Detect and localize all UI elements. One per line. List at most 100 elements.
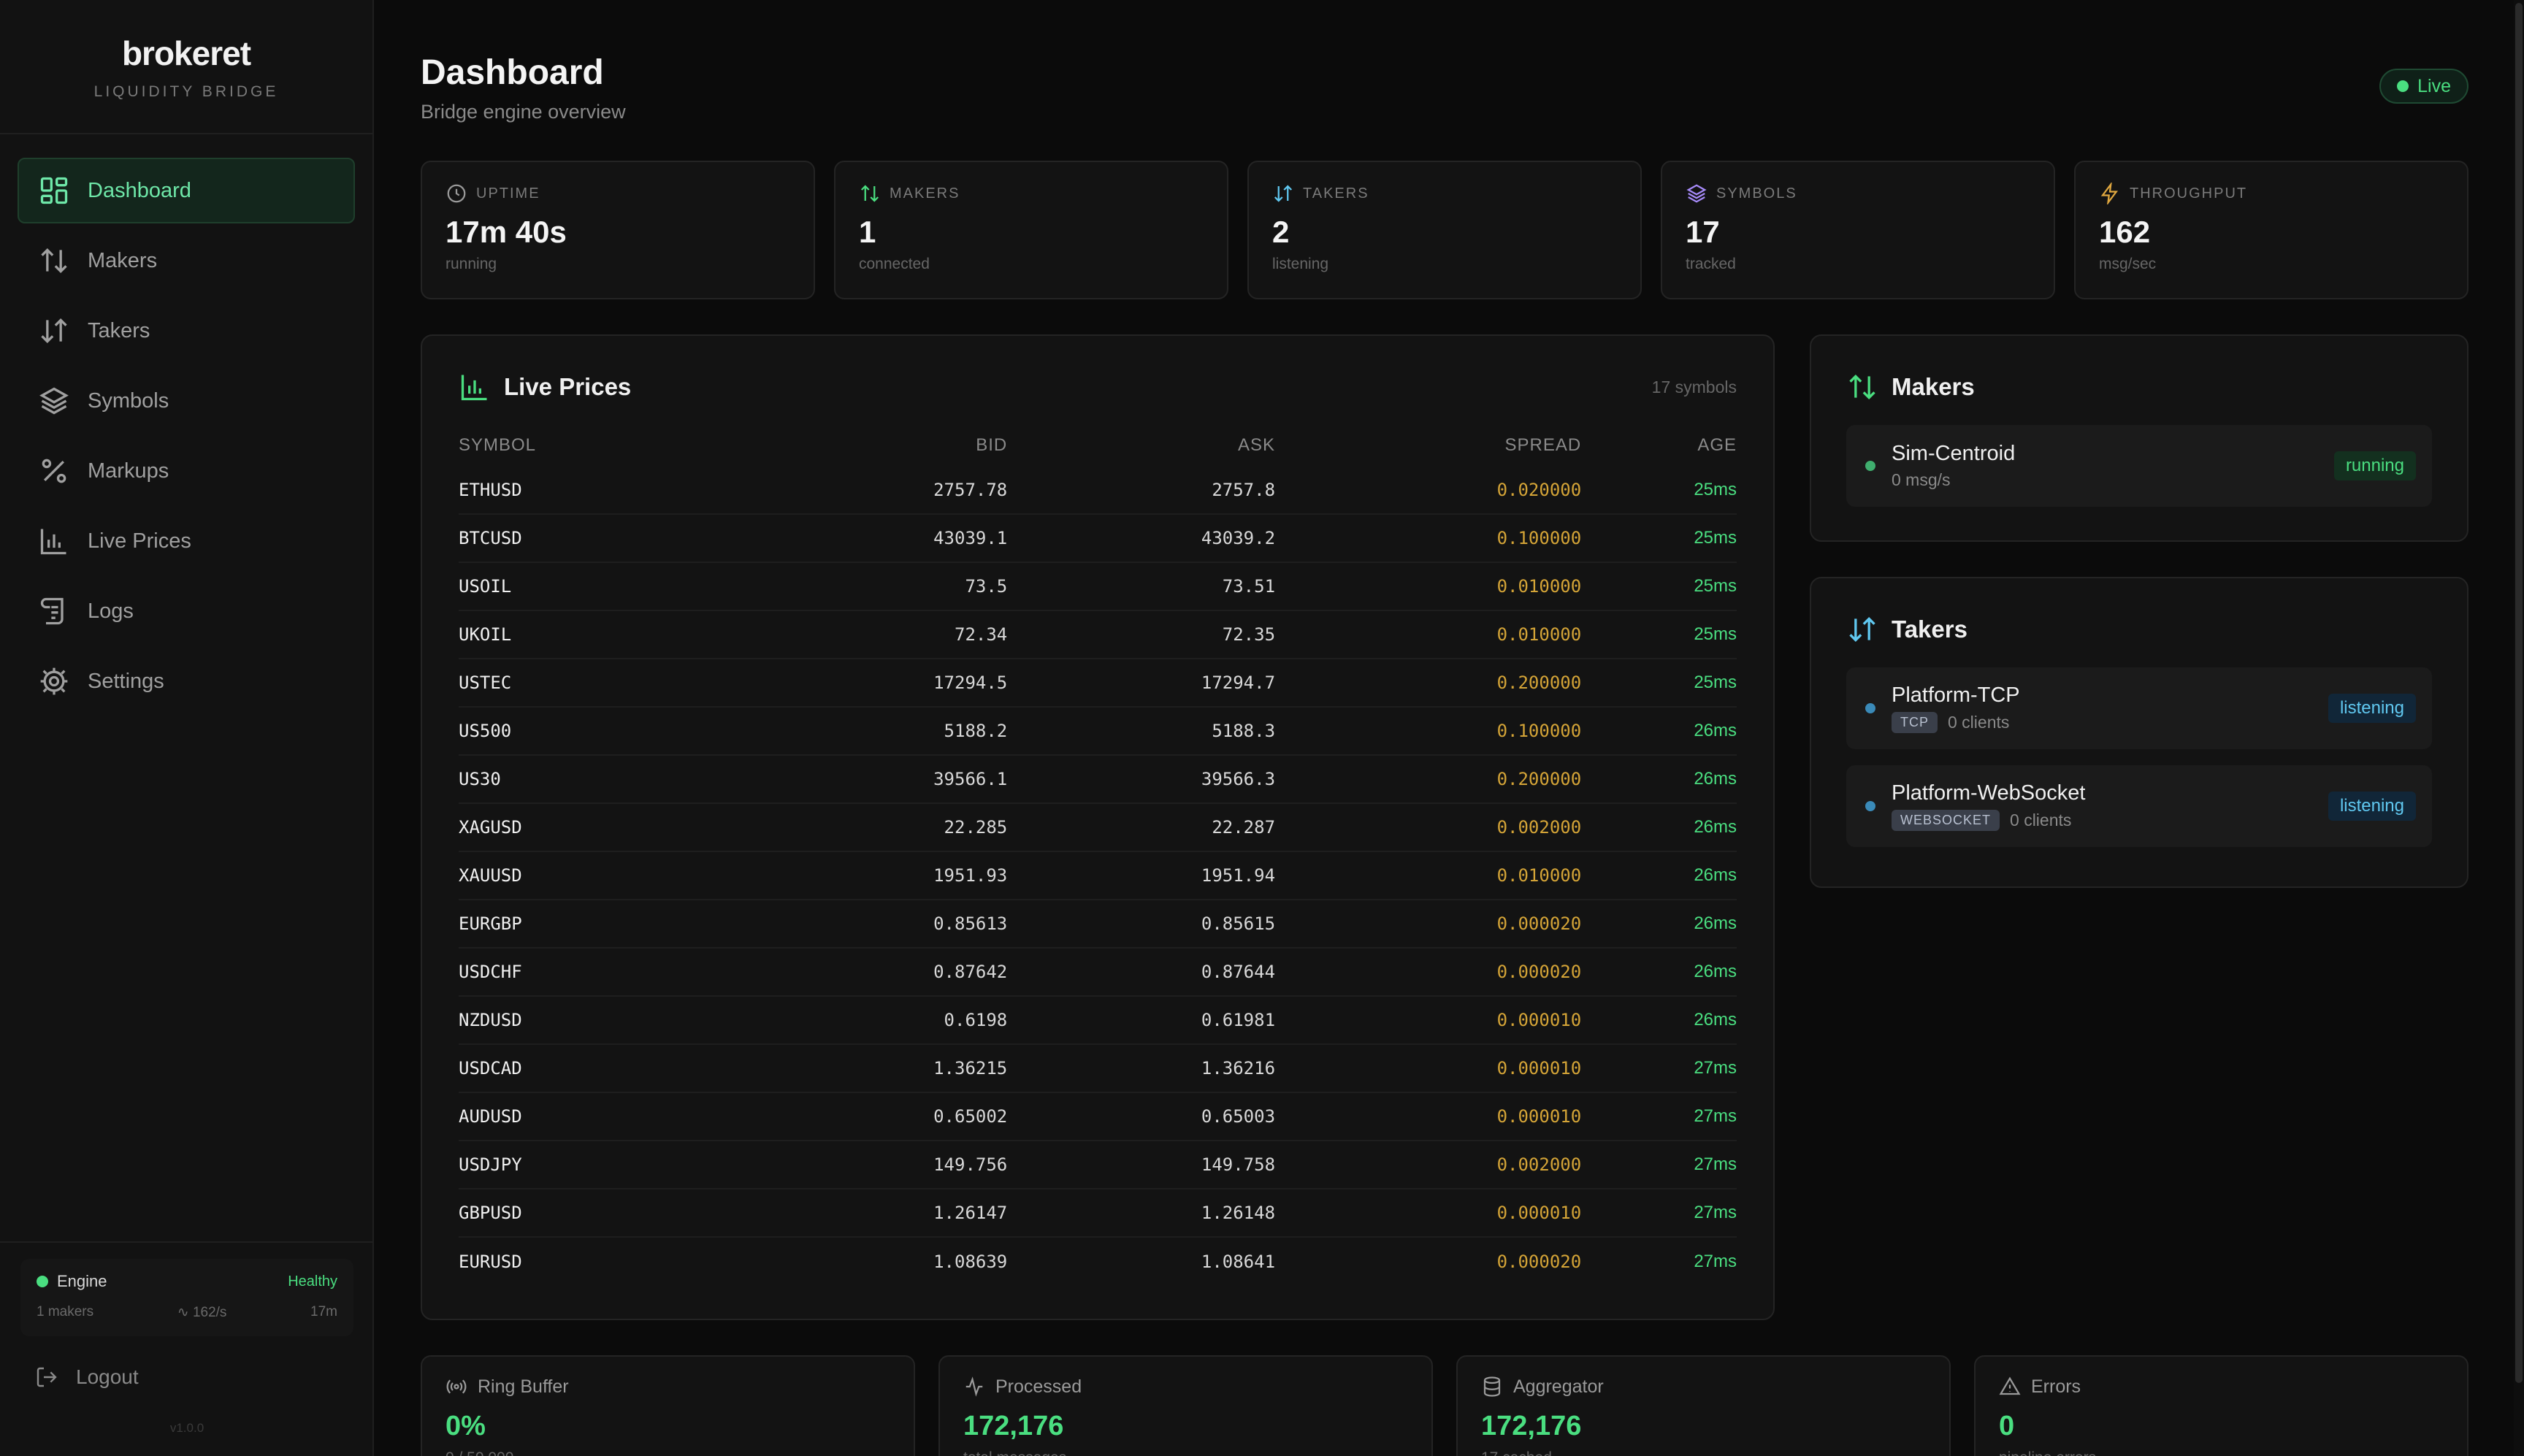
table-row[interactable]: EURGBP 0.85613 0.85615 0.000020 26ms (459, 899, 1737, 948)
cell-ask: 2757.8 (1212, 479, 1276, 500)
stat-label: SYMBOLS (1716, 185, 1797, 202)
brand-subtitle: LIQUIDITY BRIDGE (93, 83, 279, 100)
table-row[interactable]: USOIL 73.5 73.51 0.010000 25ms (459, 562, 1737, 610)
stat-value: 162 (2099, 215, 2151, 249)
arrows-up-down-icon (41, 248, 67, 274)
cell-age: 27ms (1581, 1188, 1737, 1237)
live-label: Live (2417, 75, 2451, 96)
table-row[interactable]: USDCHF 0.87642 0.87644 0.000020 26ms (459, 947, 1737, 996)
cell-symbol: USDCHF (459, 947, 740, 996)
stat-note: tracked (1686, 256, 1736, 272)
column-header-spread[interactable]: SPREAD (1504, 435, 1582, 455)
column-header-age[interactable]: AGE (1697, 435, 1737, 455)
sidebar-item-label: Makers (88, 248, 158, 272)
table-row[interactable]: XAGUSD 22.285 22.287 0.002000 26ms (459, 802, 1737, 851)
cell-spread: 0.000020 (1275, 947, 1582, 996)
engine-makers-count: 1 makers (37, 1304, 94, 1319)
sidebar-item-symbols[interactable]: Symbols (18, 368, 355, 434)
engine-rate: ∿ 162/s (177, 1305, 227, 1320)
metric-value: 0 (1999, 1411, 2015, 1441)
column-header-ask[interactable]: ASK (1238, 435, 1276, 455)
cell-symbol: XAGUSD (459, 802, 740, 851)
takers-title: Takers (1892, 616, 1967, 643)
arrows-up-down-icon (860, 185, 879, 202)
stat-card-takers: TAKERS 2 listening (1247, 161, 1642, 299)
brand-logo[interactable]: brokeret (121, 34, 251, 72)
sidebar-item-takers[interactable]: Takers (18, 298, 355, 364)
sidebar-item-label: Takers (88, 318, 150, 342)
stat-value: 17 (1686, 215, 1720, 249)
cell-symbol: USDCAD (459, 1043, 740, 1092)
taker-clients: 0 clients (2010, 811, 2072, 829)
cell-spread: 0.000010 (1275, 1188, 1582, 1237)
table-row[interactable]: US500 5188.2 5188.3 0.100000 26ms (459, 706, 1737, 755)
stat-card-uptime: UPTIME 17m 40s running (421, 161, 815, 299)
page-scrollbar[interactable] (2514, 0, 2524, 1456)
sidebar-item-makers[interactable]: Makers (18, 228, 355, 294)
cell-ask: 149.758 (1007, 1140, 1276, 1189)
stat-card-symbols: SYMBOLS 17 tracked (1661, 161, 2055, 299)
taker-item[interactable]: Platform-TCP TCP 0 clients listening (1846, 667, 2432, 749)
sidebar-item-label: Logs (88, 599, 134, 623)
cell-bid: 149.756 (739, 1140, 1008, 1189)
cell-age: 26ms (1581, 995, 1737, 1044)
cell-bid: 72.34 (739, 610, 1008, 659)
database-icon (1483, 1376, 1501, 1397)
metric-value: 172,176 (963, 1411, 1064, 1441)
table-row[interactable]: USTEC 17294.5 17294.7 0.200000 25ms (459, 658, 1737, 707)
stat-note: listening (1272, 256, 1329, 272)
table-row[interactable]: GBPUSD 1.26147 1.26148 0.000010 27ms (459, 1188, 1737, 1237)
engine-status-dot (37, 1276, 48, 1287)
percent-icon (42, 459, 66, 483)
column-header-symbol[interactable]: SYMBOL (459, 435, 537, 455)
table-row[interactable]: XAUUSD 1951.93 1951.94 0.010000 26ms (459, 851, 1737, 900)
cell-age: 25ms (1581, 610, 1737, 659)
taker-status-dot (1865, 703, 1875, 713)
table-row[interactable]: USDCAD 1.36215 1.36216 0.000010 27ms (459, 1043, 1737, 1092)
brand: brokeret LIQUIDITY BRIDGE (0, 0, 372, 134)
cell-symbol: US30 (459, 754, 740, 803)
table-row[interactable]: UKOIL 72.34 72.35 0.010000 25ms (459, 610, 1737, 659)
logout-button[interactable]: Logout (35, 1365, 139, 1389)
metric-note: 17 cached (1481, 1449, 1926, 1456)
cell-bid: 73.5 (739, 562, 1008, 610)
engine-status-card: Engine Healthy 1 makers ∿ 162/s 17m (20, 1259, 353, 1336)
layers-icon (39, 387, 69, 415)
metric-label: Processed (995, 1376, 1082, 1397)
cell-spread: 0.000010 (1275, 1092, 1582, 1141)
taker-item[interactable]: Platform-WebSocket WEBSOCKET 0 clients l… (1846, 765, 2432, 847)
takers-panel: Takers Platform-TCP TCP 0 clients listen… (1810, 577, 2468, 888)
cell-spread: 0.100000 (1275, 706, 1582, 755)
taker-clients: 0 clients (1948, 713, 2010, 732)
cell-spread: 0.000010 (1275, 995, 1582, 1044)
table-row[interactable]: BTCUSD 43039.1 43039.2 0.100000 25ms (459, 513, 1737, 562)
cell-ask: 0.85615 (1007, 899, 1276, 948)
cell-age: 26ms (1581, 947, 1737, 996)
table-row[interactable]: NZDUSD 0.6198 0.61981 0.000010 26ms (459, 995, 1737, 1044)
sidebar-item-dashboard[interactable]: Dashboard (18, 158, 355, 223)
sidebar-item-markups[interactable]: Markups (18, 438, 355, 504)
makers-title: Makers (1892, 373, 1975, 400)
sidebar-item-live-prices[interactable]: Live Prices (18, 508, 355, 574)
scrollbar-thumb[interactable] (2515, 3, 2523, 1383)
sidebar-item-logs[interactable]: Logs (18, 578, 355, 644)
table-row[interactable]: AUDUSD 0.65002 0.65003 0.000010 27ms (459, 1092, 1737, 1141)
stat-value: 2 (1272, 215, 1290, 249)
cell-ask: 1951.94 (1007, 851, 1276, 900)
stat-note: running (445, 256, 497, 272)
table-row[interactable]: USDJPY 149.756 149.758 0.002000 27ms (459, 1140, 1737, 1189)
table-row[interactable]: ETHUSD 2757.78 2757.8 0.020000 25ms (459, 466, 1737, 514)
taker-name: Platform-TCP (1892, 683, 2020, 707)
taker-name: Platform-WebSocket (1892, 781, 2086, 805)
cell-ask: 73.51 (1007, 562, 1276, 610)
metric-note: 0 / 50,000 (445, 1449, 890, 1456)
cell-bid: 39566.1 (739, 754, 1008, 803)
column-header-bid[interactable]: BID (976, 435, 1008, 455)
sidebar-item-settings[interactable]: Settings (18, 648, 355, 714)
maker-item[interactable]: Sim-Centroid 0 msg/s running (1846, 425, 2432, 507)
layers-icon (1686, 184, 1707, 203)
cell-ask: 0.65003 (1007, 1092, 1276, 1141)
maker-status-dot (1865, 461, 1875, 471)
table-row[interactable]: US30 39566.1 39566.3 0.200000 26ms (459, 754, 1737, 803)
table-row[interactable]: EURUSD 1.08639 1.08641 0.000020 27ms (459, 1236, 1737, 1285)
